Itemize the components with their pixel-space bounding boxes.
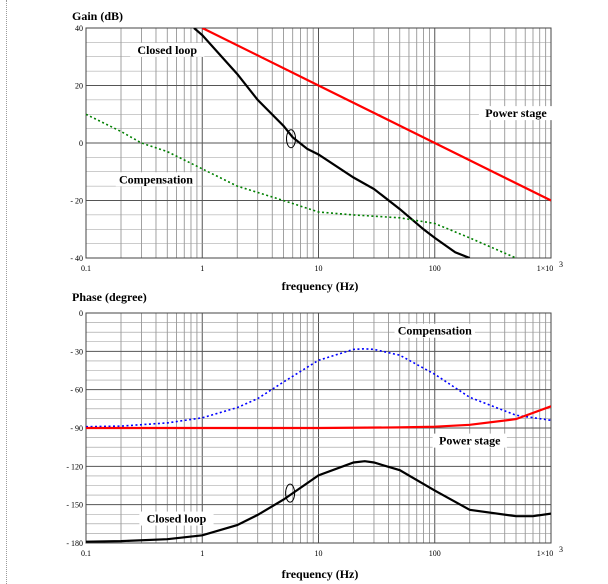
y-tick-label: - 40 [70,254,83,263]
phase-chart: - 180 - 150 - 120 - 90 - 60 - 30 0 0.1 1 10 100 1×1… [66,290,563,581]
power-stage-line [201,28,551,202]
plot-frame [85,27,552,259]
y-tick-label: - 30 [70,347,83,356]
closed-loop-line [193,28,471,258]
gain-x-axis-label: frequency (Hz) [282,279,359,293]
y-tick-label: - 180 [66,539,83,548]
x-tick-label: 1×10 [537,549,554,558]
y-tick-label: - 20 [70,197,83,206]
compensation-label: Compensation [398,324,472,338]
y-tick-label: - 90 [70,424,83,433]
x-tick-label: 0.1 [81,264,91,273]
phase-x-axis-label: frequency (Hz) [282,567,359,581]
x-tick-label: 1 [200,549,204,558]
gain-annotations: Closed loop Power stage Compensation [115,42,554,187]
closed-loop-label: Closed loop [137,43,197,57]
x-tick-label: 1 [200,264,204,273]
x-tick-exponent: 3 [559,260,563,269]
phase-grid [85,312,552,544]
page-border [6,0,8,584]
closed-loop-line [86,460,551,543]
x-tick-label: 10 [315,264,323,273]
gain-title: Gain (dB) [72,9,123,23]
marker-ellipse [285,129,296,149]
x-tick-label: 1×10 [537,264,554,273]
phase-title: Phase (degree) [72,290,147,304]
y-tick-label: - 150 [66,501,83,510]
compensation-line [86,347,551,428]
gain-series [86,28,551,258]
x-tick-label: 100 [429,264,441,273]
y-tick-label: 40 [75,24,83,33]
annotation-background [139,511,214,526]
y-tick-label: - 120 [66,462,83,471]
power-stage-line [86,405,551,430]
annotation-background [478,106,554,121]
gain-grid [85,27,552,259]
x-tick-exponent: 3 [559,545,563,554]
y-tick-label: 20 [75,82,83,91]
phase-series [86,347,551,543]
annotation-background [115,172,197,187]
compensation-line [86,113,518,258]
y-tick-label: 0 [79,139,83,148]
x-tick-label: 100 [429,549,441,558]
annotation-background [394,323,475,338]
power-stage-label: Power stage [485,106,547,120]
phase-tick-labels: - 180 - 150 - 120 - 90 - 60 - 30 0 0.1 1 10 100 1×1… [66,309,563,558]
x-tick-label: 10 [315,549,323,558]
marker-ellipse [285,483,296,503]
closed-loop-label: Closed loop [147,512,207,526]
y-tick-label: - 60 [70,386,83,395]
y-tick-label: 0 [79,309,83,318]
phase-annotations: Compensation Power stage Closed loop [139,323,507,526]
compensation-label: Compensation [119,172,193,186]
gain-tick-labels: - 40 - 20 0 20 40 0.1 1 10 100 1×10 3 [70,24,563,273]
annotation-background [130,42,205,57]
annotation-background [432,433,507,448]
x-tick-label: 0.1 [81,549,91,558]
power-stage-label: Power stage [439,434,501,448]
gain-chart: - 40 - 20 0 20 40 0.1 1 10 100 1×10 3 Closed loop P… [70,9,563,293]
